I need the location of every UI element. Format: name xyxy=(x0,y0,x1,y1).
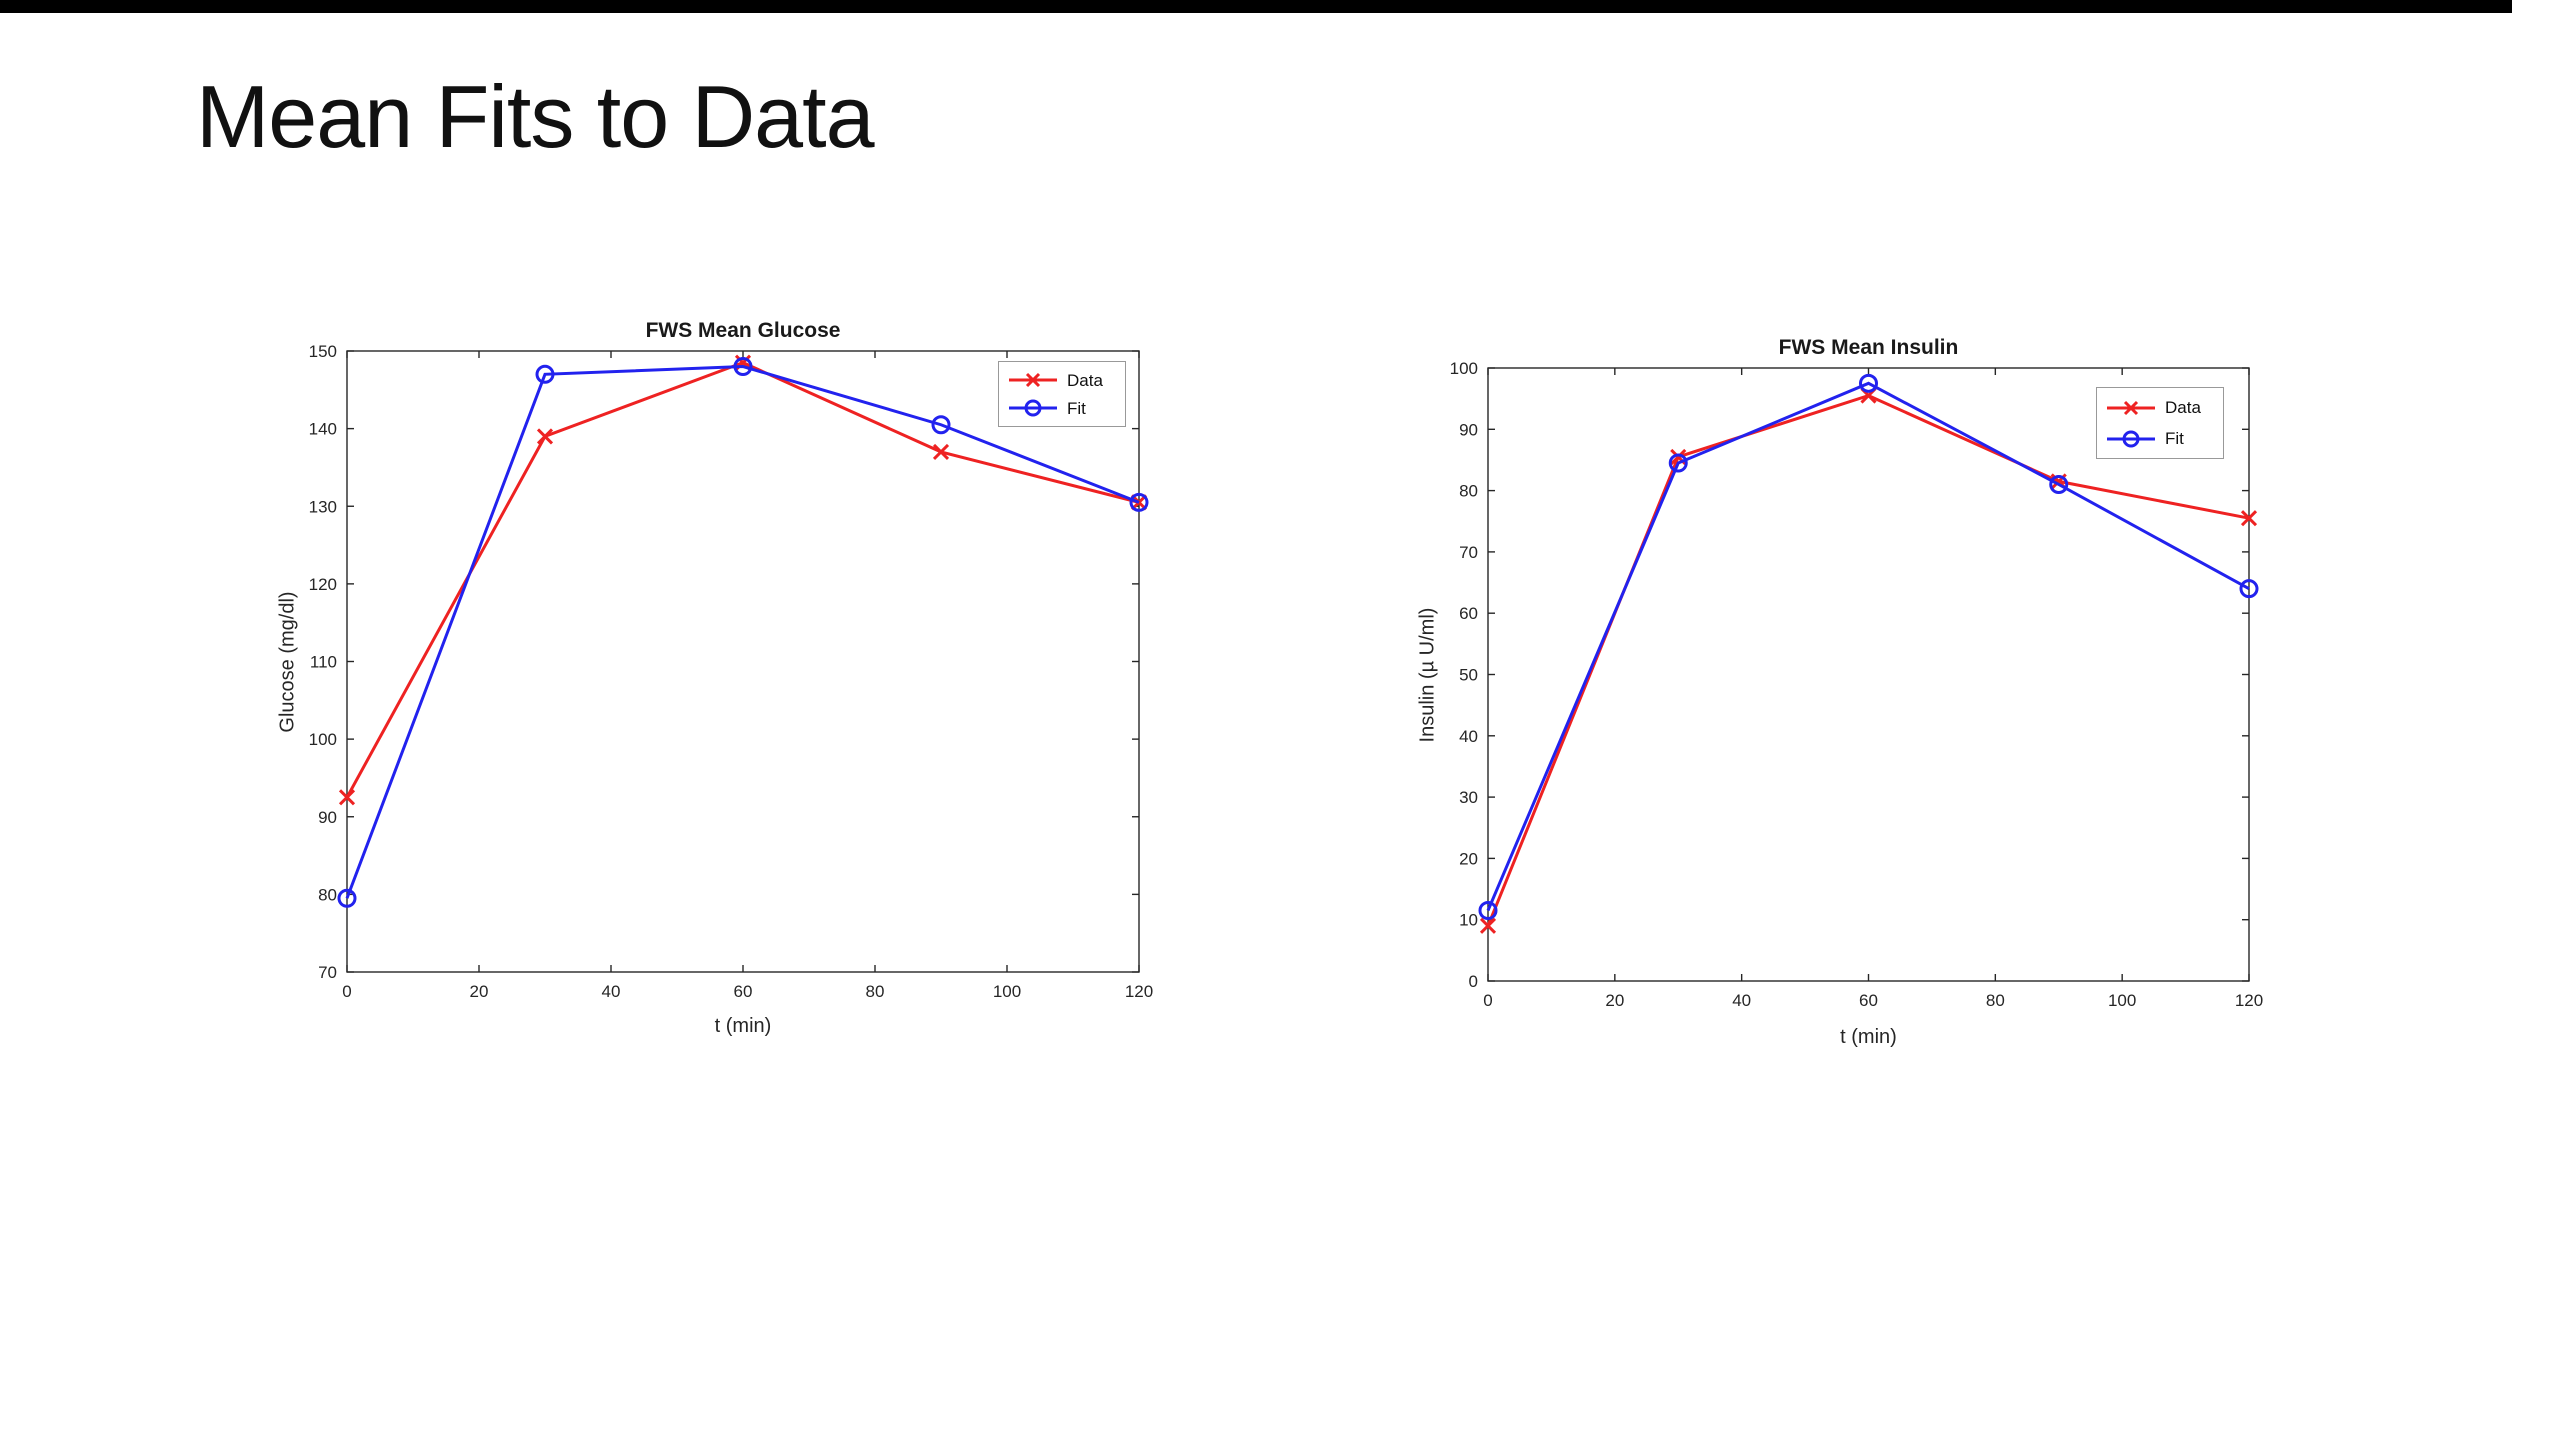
svg-text:130: 130 xyxy=(309,497,337,516)
svg-text:40: 40 xyxy=(1732,991,1751,1010)
svg-text:0: 0 xyxy=(1469,972,1478,991)
svg-text:100: 100 xyxy=(2108,991,2136,1010)
insulin-legend: Data Fit xyxy=(2096,387,2224,459)
svg-text:10: 10 xyxy=(1459,911,1478,930)
svg-text:80: 80 xyxy=(1459,482,1478,501)
svg-text:0: 0 xyxy=(342,982,351,1001)
legend-item-fit: Fit xyxy=(2105,429,2215,449)
insulin-y-axis-label: Insulin (µ U/ml) xyxy=(1416,607,1439,743)
svg-text:100: 100 xyxy=(1450,359,1478,378)
insulin-plot-area: 0 20 40 60 80 100 120 0 10 20 30 40 50 60 70 80 90 100 xyxy=(1450,359,2264,1010)
svg-text:60: 60 xyxy=(1859,991,1878,1010)
svg-text:70: 70 xyxy=(1459,543,1478,562)
svg-text:50: 50 xyxy=(1459,666,1478,685)
legend-label-fit: Fit xyxy=(2165,429,2184,448)
glucose-legend: Data Fit xyxy=(998,361,1126,427)
svg-text:40: 40 xyxy=(602,982,621,1001)
svg-text:20: 20 xyxy=(1605,991,1624,1010)
insulin-x-axis-label: t (min) xyxy=(1840,1026,1897,1048)
svg-text:120: 120 xyxy=(2235,991,2263,1010)
legend-item-data: Data xyxy=(1007,370,1117,390)
legend-item-fit: Fit xyxy=(1007,398,1117,418)
svg-text:60: 60 xyxy=(1459,604,1478,623)
svg-text:0: 0 xyxy=(1483,991,1492,1010)
page-title: Mean Fits to Data xyxy=(196,67,875,166)
svg-text:120: 120 xyxy=(1125,982,1153,1001)
insulin-chart: 0 20 40 60 80 100 120 0 10 20 30 40 50 60 70 80 90 100 FW… xyxy=(1370,325,2330,1070)
svg-text:80: 80 xyxy=(1986,991,2005,1010)
glucose-plot-area: 0 20 40 60 80 100 120 70 80 90 100 110 120 130 140 150 xyxy=(309,342,1154,1001)
top-bar xyxy=(0,0,2512,13)
glucose-chart: 0 20 40 60 80 100 120 70 80 90 100 110 120 130 140 150 … xyxy=(230,315,1190,1060)
svg-text:100: 100 xyxy=(309,730,337,749)
insulin-chart-title: FWS Mean Insulin xyxy=(1778,336,1959,359)
glucose-y-axis-label: Glucose (mg/dl) xyxy=(276,591,299,733)
legend-label-data: Data xyxy=(2165,398,2201,417)
svg-text:140: 140 xyxy=(309,420,337,439)
svg-text:60: 60 xyxy=(734,982,753,1001)
svg-text:100: 100 xyxy=(993,982,1021,1001)
svg-text:120: 120 xyxy=(309,575,337,594)
svg-text:150: 150 xyxy=(309,342,337,361)
svg-text:70: 70 xyxy=(318,963,337,982)
fit-series-icon xyxy=(1009,399,1057,417)
svg-text:90: 90 xyxy=(1459,420,1478,439)
svg-text:80: 80 xyxy=(318,885,337,904)
svg-text:40: 40 xyxy=(1459,727,1478,746)
glucose-chart-title: FWS Mean Glucose xyxy=(645,319,841,342)
legend-item-data: Data xyxy=(2105,398,2215,418)
svg-text:110: 110 xyxy=(310,653,337,672)
fit-series-icon xyxy=(2107,430,2155,447)
svg-text:80: 80 xyxy=(866,982,885,1001)
data-series-icon xyxy=(1009,372,1057,388)
legend-label-data: Data xyxy=(1067,370,1103,390)
svg-text:20: 20 xyxy=(470,982,489,1001)
svg-text:30: 30 xyxy=(1459,788,1478,807)
legend-label-fit: Fit xyxy=(1067,398,1086,418)
svg-text:90: 90 xyxy=(318,808,337,827)
data-series-icon xyxy=(2107,400,2155,415)
glucose-x-axis-label: t (min) xyxy=(714,1015,772,1037)
svg-text:20: 20 xyxy=(1459,849,1478,868)
